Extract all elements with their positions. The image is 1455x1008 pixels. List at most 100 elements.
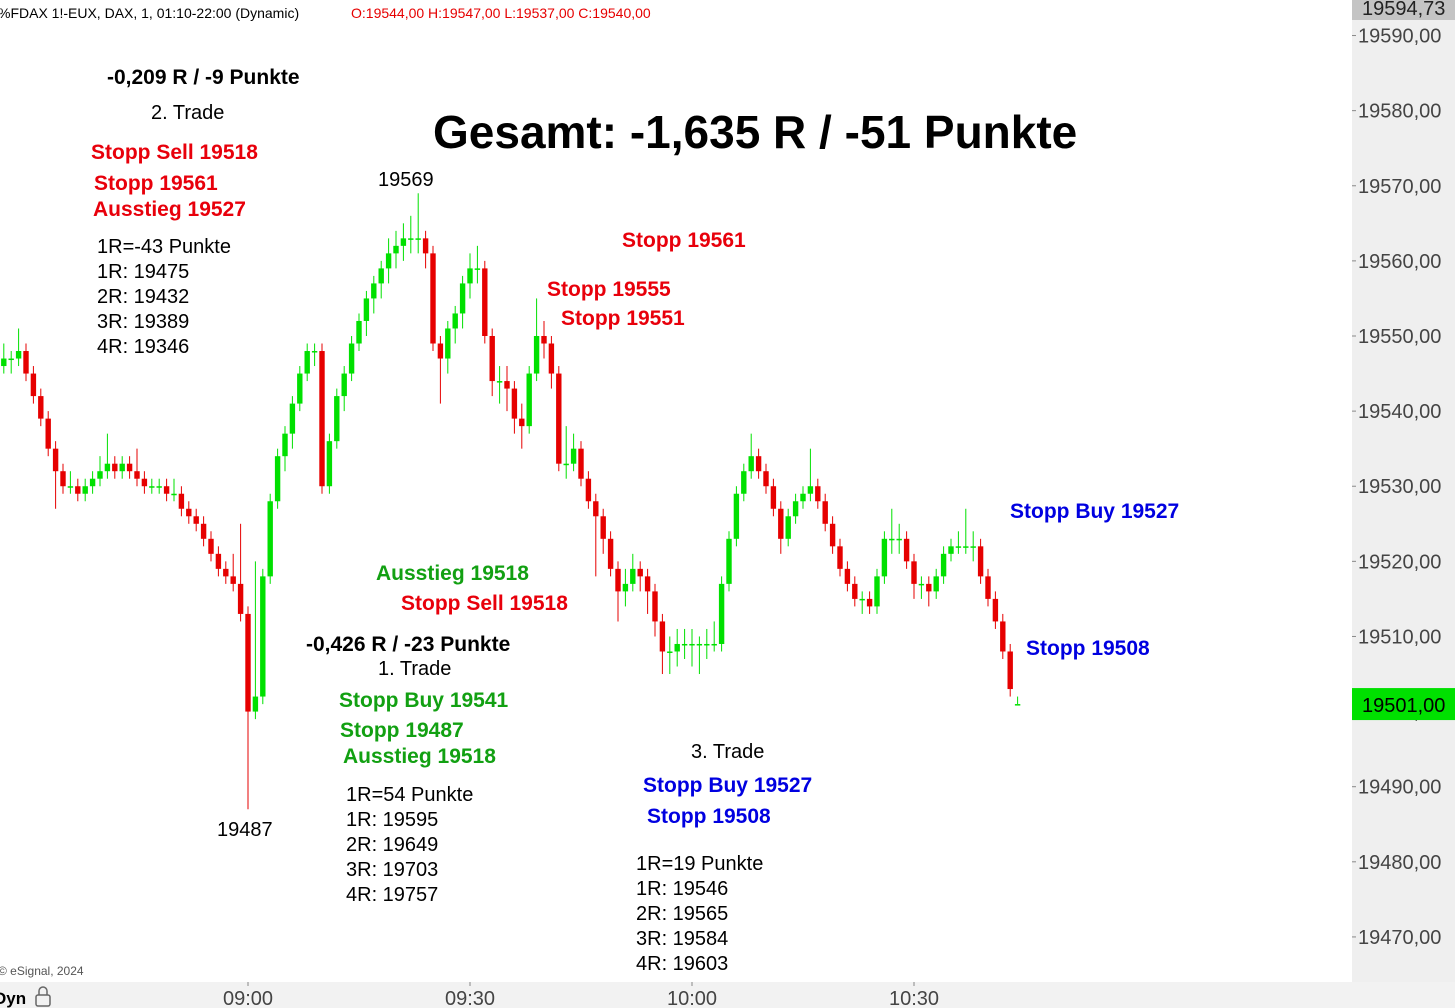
annotation: 4R: 19603 (636, 953, 728, 975)
candle-body (977, 546, 984, 577)
annotation: Stopp 19508 (1026, 637, 1150, 660)
candle-body (45, 418, 51, 449)
candle-body (630, 568, 636, 584)
candle-body (911, 561, 917, 584)
candle-body (82, 486, 88, 494)
candle-body (948, 546, 954, 554)
candle-body (644, 576, 651, 592)
time-axis-panel (0, 982, 1455, 1008)
candle-body (141, 478, 148, 487)
candle-body (215, 553, 222, 569)
annotation: 4R: 19757 (346, 884, 438, 906)
candle-body (741, 471, 747, 494)
candle-body (785, 516, 791, 539)
candle-body (593, 501, 599, 517)
header-symbol: %FDAX 1!-EUX, DAX, 1, 01:10-22:00 (Dynam… (0, 5, 299, 21)
candle-body (334, 396, 340, 442)
candle-body (60, 471, 66, 487)
y-tick-label: 19510,00 (1358, 626, 1441, 648)
candle-body (615, 568, 621, 592)
annotation: 1R=54 Punkte (346, 784, 473, 806)
x-tick-label: 10:00 (667, 988, 717, 1008)
candle-body (393, 245, 399, 254)
candle-body (112, 463, 118, 472)
candle-body (541, 335, 547, 344)
annotation: 1R=-43 Punkte (97, 236, 231, 258)
candle-body (852, 583, 858, 599)
candle-body (437, 343, 444, 359)
candle-body (985, 576, 991, 599)
candle-body (23, 351, 29, 374)
candle-body (348, 343, 355, 374)
annotation: 4R: 19346 (97, 336, 189, 358)
candle-body (859, 598, 865, 601)
header-ohlc: O:19544,00 H:19547,00 L:19537,00 C:19540… (351, 5, 651, 21)
candle-body (733, 493, 740, 539)
annotation: 3R: 19584 (636, 928, 728, 950)
last-price-label: 19501,00 (1362, 695, 1445, 717)
candle-body (903, 538, 910, 562)
candle-body (89, 478, 96, 487)
candle-body (326, 441, 333, 487)
candle-body (30, 373, 37, 397)
candle-body (689, 643, 695, 646)
candle-body (585, 478, 592, 502)
annotation: 19487 (217, 819, 273, 841)
annotation: Stopp 19487 (340, 719, 464, 742)
candle-body (992, 598, 999, 622)
annotation-title: Gesamt: -1,635 R / -51 Punkte (433, 106, 1077, 158)
y-tick-label: 19580,00 (1358, 101, 1441, 123)
candle-body (659, 621, 666, 652)
annotation: 3R: 19703 (346, 859, 438, 881)
annotation: 1R: 19475 (97, 261, 189, 283)
candle-body (622, 583, 629, 592)
annotation: Stopp 19508 (647, 805, 771, 828)
candle-body (126, 463, 133, 472)
candle-body (67, 486, 74, 488)
candle-body (667, 651, 673, 653)
candle-body (970, 546, 976, 548)
candle-body (378, 268, 384, 284)
candle-body (422, 238, 429, 254)
annotation: 19569 (378, 169, 434, 191)
lock-icon[interactable] (35, 986, 51, 1007)
candle-body (208, 538, 214, 554)
candle-body (38, 396, 44, 419)
copyright: © eSignal, 2024 (0, 964, 84, 978)
annotation: 1R=19 Punkte (636, 853, 763, 875)
annotation: Stopp 19551 (561, 307, 685, 330)
y-tick-label: 19570,00 (1358, 176, 1441, 198)
candle-body (815, 486, 821, 502)
candle-body (940, 553, 947, 577)
annotation: 2R: 19649 (346, 834, 438, 856)
y-tick-label: 19480,00 (1358, 852, 1441, 874)
candle-body (896, 538, 902, 541)
candle-body (75, 486, 81, 494)
candle-body (319, 351, 325, 487)
candle-body (274, 456, 281, 502)
y-tick-label: 19540,00 (1358, 401, 1441, 423)
candle-body (792, 501, 799, 517)
annotation: Stopp 19561 (622, 229, 746, 252)
candle-body (459, 283, 466, 314)
top-price-label: 19594,73 (1362, 0, 1445, 20)
candle-body (134, 471, 140, 479)
candle-body (15, 351, 22, 359)
candle-body (637, 568, 643, 577)
candle-body (186, 508, 192, 517)
y-tick-label: 19590,00 (1358, 26, 1441, 48)
y-tick-label: 19530,00 (1358, 476, 1441, 498)
candle-body (237, 583, 244, 614)
candle-body (829, 523, 836, 547)
candle-body (445, 328, 451, 359)
candle-body (504, 381, 510, 389)
candle-body (430, 253, 436, 344)
annotation: Ausstieg 19518 (376, 562, 529, 585)
candle-body (52, 448, 59, 472)
annotation: Stopp Sell 19518 (91, 141, 258, 164)
annotation: -0,209 R / -9 Punkte (107, 66, 300, 89)
annotation: 3R: 19389 (97, 311, 189, 333)
candle-body (415, 238, 421, 240)
candle-body (704, 643, 710, 646)
